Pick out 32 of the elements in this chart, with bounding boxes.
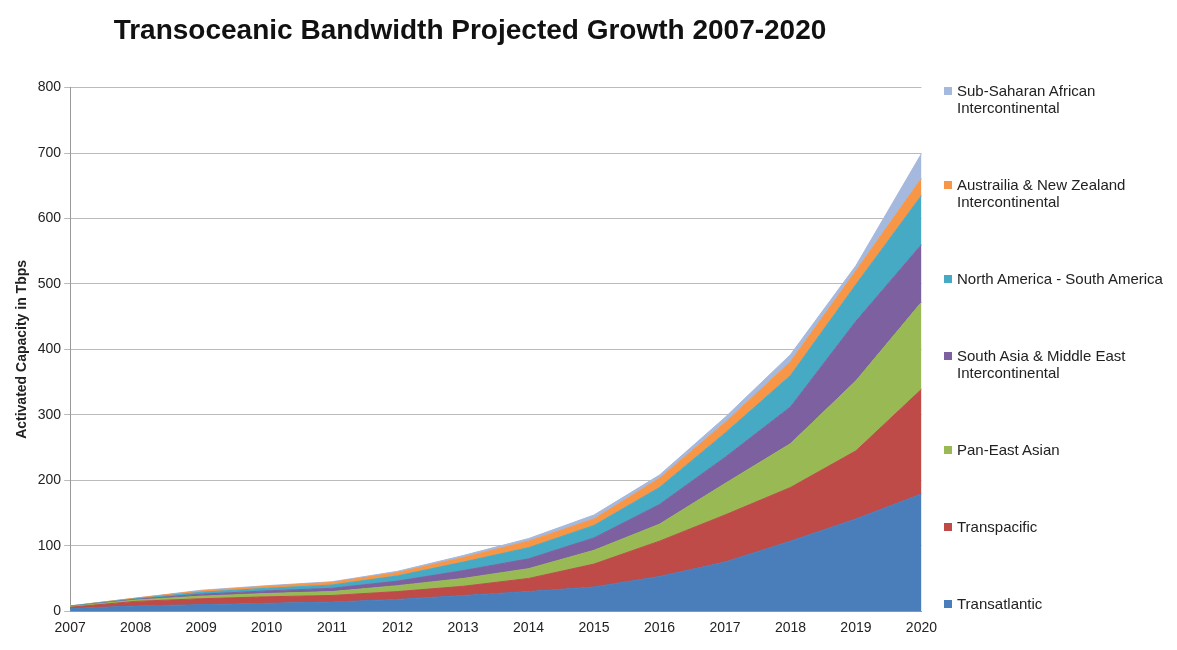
- y-tick-label: 300: [37, 405, 62, 422]
- y-tick-label: 500: [37, 274, 62, 291]
- y-axis-title: Activated Capacity in Tbps: [13, 259, 30, 439]
- x-tick-label: 2008: [120, 619, 152, 636]
- y-tick-label: 200: [37, 471, 62, 488]
- y-tick-label: 700: [37, 143, 62, 160]
- chart-title: Transoceanic Bandwidth Projected Growth 2007-2020: [113, 13, 827, 45]
- x-tick-label: 2013: [447, 619, 479, 636]
- legend-label: Pan-East Asian: [957, 441, 1060, 458]
- y-tick-label: 0: [53, 602, 62, 619]
- y-tick-label: 800: [37, 78, 62, 95]
- y-tick-label: 400: [37, 340, 62, 357]
- x-tick-label: 2014: [512, 619, 545, 636]
- x-tick-label: 2007: [54, 619, 86, 636]
- x-tick-label: 2018: [774, 619, 807, 636]
- x-tick-label: 2017: [709, 619, 741, 636]
- legend-label: Sub-Saharan African Intercontinental: [957, 82, 1097, 116]
- legend-label: Transpacific: [957, 518, 1038, 535]
- legend-label: Transatlantic: [957, 595, 1043, 612]
- y-tick-label: 100: [37, 536, 62, 553]
- x-tick-label: 2016: [643, 619, 676, 636]
- x-tick-label: 2011: [317, 619, 348, 636]
- x-tick-label: 2020: [905, 619, 938, 636]
- x-tick-label: 2015: [578, 619, 610, 636]
- x-tick-label: 2012: [381, 619, 414, 636]
- x-tick-label: 2019: [840, 619, 872, 636]
- y-tick-label: 600: [37, 209, 62, 226]
- legend-label: South Asia & Middle East Intercontinental: [957, 347, 1127, 381]
- x-tick-label: 2010: [251, 619, 283, 636]
- legend-label: Austrailia & New Zealand Intercontinental: [957, 176, 1127, 210]
- legend-label: North America - South America: [957, 270, 1163, 287]
- x-tick-label: 2009: [185, 619, 217, 636]
